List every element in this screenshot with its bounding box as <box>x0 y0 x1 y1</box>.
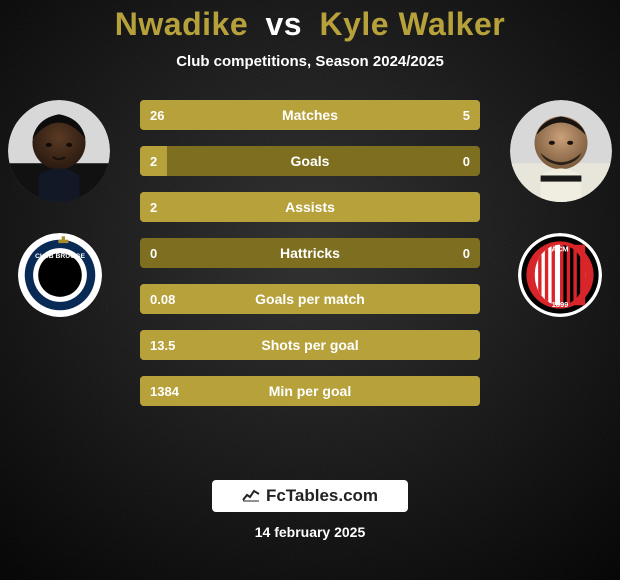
footer-date: 14 february 2025 <box>255 524 366 540</box>
stat-label: Goals per match <box>140 291 480 307</box>
chart-icon <box>242 488 260 505</box>
stat-label: Matches <box>140 107 480 123</box>
title-player1: Nwadike <box>115 6 248 42</box>
title-vs: vs <box>266 6 303 42</box>
player1-avatar <box>8 100 110 202</box>
stat-bars: 265Matches 20Goals 2Assists 00Hattricks 0.08… <box>140 100 480 406</box>
stat-row: 1384Min per goal <box>140 376 480 406</box>
svg-text:ACM: ACM <box>551 244 568 253</box>
content-root: Nwadike vs Kyle Walker Club competitions… <box>0 0 620 580</box>
title-player2: Kyle Walker <box>319 6 505 42</box>
stat-row: 2Assists <box>140 192 480 222</box>
player2-avatar <box>510 100 612 202</box>
stat-label: Hattricks <box>140 245 480 261</box>
stat-row: 265Matches <box>140 100 480 130</box>
svg-text:1899: 1899 <box>552 300 569 309</box>
stat-row: 00Hattricks <box>140 238 480 268</box>
stat-label: Goals <box>140 153 480 169</box>
svg-text:CLUB BRUGGE: CLUB BRUGGE <box>35 253 86 260</box>
stat-label: Min per goal <box>140 383 480 399</box>
site-logo-text: FcTables.com <box>266 486 378 506</box>
club1-badge: CLUB BRUGGE <box>18 233 102 317</box>
stat-row: 20Goals <box>140 146 480 176</box>
page-title: Nwadike vs Kyle Walker <box>115 6 505 43</box>
stat-row: 0.08Goals per match <box>140 284 480 314</box>
stat-label: Shots per goal <box>140 337 480 353</box>
subtitle: Club competitions, Season 2024/2025 <box>176 53 444 70</box>
site-logo: FcTables.com <box>212 480 408 512</box>
stat-row: 13.5Shots per goal <box>140 330 480 360</box>
club2-badge: ACM 1899 <box>518 233 602 317</box>
mid-area: CLUB BRUGGE <box>0 70 620 472</box>
stat-label: Assists <box>140 199 480 215</box>
